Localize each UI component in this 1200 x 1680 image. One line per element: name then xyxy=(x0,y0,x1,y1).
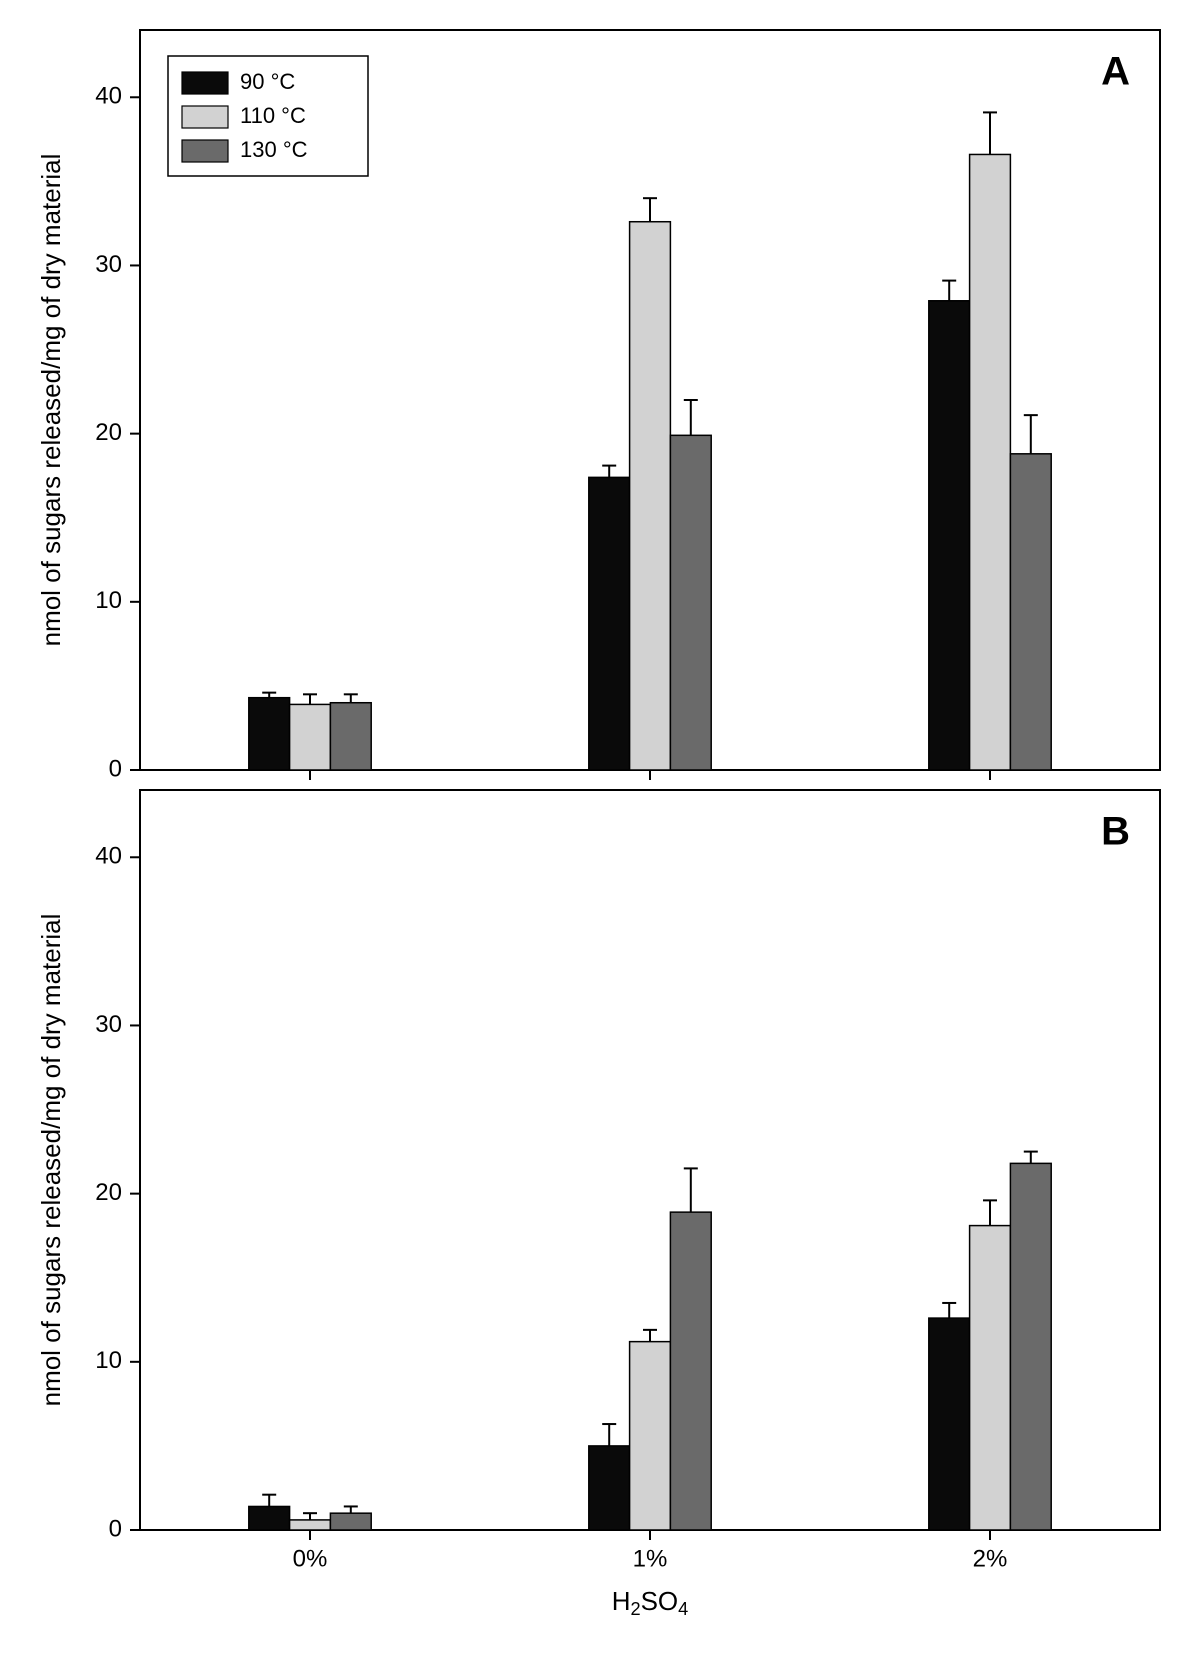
bar-B-1%-110°C xyxy=(630,1342,671,1530)
svg-text:0%: 0% xyxy=(293,1545,328,1572)
legend-label-1: 110 °C xyxy=(240,103,306,128)
legend-label-2: 130 °C xyxy=(240,137,308,162)
legend-swatch-2 xyxy=(182,140,228,162)
bar-chart-figure: 0 10 20 30 40 Anmol of sugars released/mg of … xyxy=(0,0,1200,1680)
bar-B-2%-110°C xyxy=(970,1226,1011,1530)
bar-A-2%-110°C xyxy=(970,154,1011,770)
panel-label-A: A xyxy=(1101,50,1130,94)
panel-label-B: B xyxy=(1101,810,1130,854)
bar-B-2%-130°C xyxy=(1010,1163,1051,1530)
x-axis-label: H2SO4 xyxy=(612,1586,689,1619)
svg-text:40: 40 xyxy=(95,83,122,110)
bar-B-0%-90°C xyxy=(249,1506,290,1530)
bar-A-2%-130°C xyxy=(1010,454,1051,770)
svg-text:2%: 2% xyxy=(973,1545,1008,1572)
svg-text:1%: 1% xyxy=(633,1545,668,1572)
svg-text:0: 0 xyxy=(109,1515,122,1542)
bar-B-0%-130°C xyxy=(330,1513,371,1530)
svg-text:10: 10 xyxy=(95,587,122,614)
bar-B-2%-90°C xyxy=(929,1318,970,1530)
svg-text:30: 30 xyxy=(95,251,122,278)
svg-text:0: 0 xyxy=(109,755,122,782)
bar-A-1%-110°C xyxy=(630,222,671,770)
legend-swatch-0 xyxy=(182,72,228,94)
bar-B-0%-110°C xyxy=(290,1520,331,1530)
bar-B-1%-90°C xyxy=(589,1446,630,1530)
bar-A-0%-110°C xyxy=(290,704,331,770)
bar-B-1%-130°C xyxy=(670,1212,711,1530)
svg-text:40: 40 xyxy=(95,843,122,870)
y-axis-label-A: nmol of sugars released/mg of dry materi… xyxy=(36,154,66,647)
legend-swatch-1 xyxy=(182,106,228,128)
svg-text:20: 20 xyxy=(95,1179,122,1206)
bar-A-0%-130°C xyxy=(330,703,371,770)
y-axis-label-B: nmol of sugars released/mg of dry materi… xyxy=(36,914,66,1407)
bar-A-2%-90°C xyxy=(929,301,970,770)
svg-text:30: 30 xyxy=(95,1011,122,1038)
legend-label-0: 90 °C xyxy=(240,69,295,94)
svg-text:20: 20 xyxy=(95,419,122,446)
bar-A-1%-130°C xyxy=(670,435,711,770)
svg-text:10: 10 xyxy=(95,1347,122,1374)
bar-A-1%-90°C xyxy=(589,477,630,770)
bar-A-0%-90°C xyxy=(249,698,290,770)
